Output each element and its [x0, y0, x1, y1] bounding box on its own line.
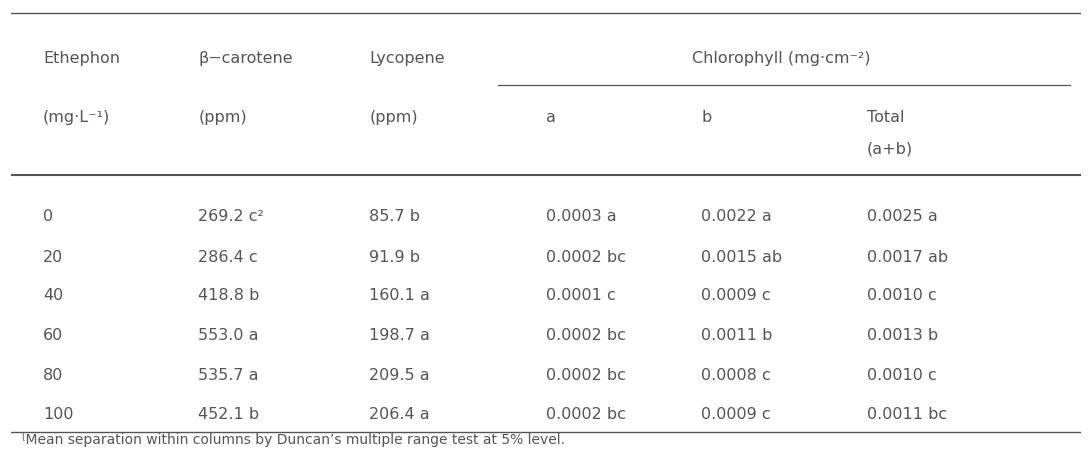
- Text: 0.0010 c: 0.0010 c: [867, 287, 937, 302]
- Text: (a+b): (a+b): [867, 141, 913, 156]
- Text: 0.0009 c: 0.0009 c: [701, 287, 771, 302]
- Text: ᶩMean separation within columns by Duncan’s multiple range test at 5% level.: ᶩMean separation within columns by Dunca…: [22, 432, 565, 446]
- Text: b: b: [701, 110, 711, 124]
- Text: 0.0002 bc: 0.0002 bc: [546, 249, 626, 264]
- Text: 209.5 a: 209.5 a: [369, 367, 430, 382]
- Text: 0.0010 c: 0.0010 c: [867, 367, 937, 382]
- Text: β−carotene: β−carotene: [198, 51, 293, 66]
- Text: 0.0001 c: 0.0001 c: [546, 287, 616, 302]
- Text: 452.1 b: 452.1 b: [198, 406, 259, 421]
- Text: 0.0009 c: 0.0009 c: [701, 406, 771, 421]
- Text: 535.7 a: 535.7 a: [198, 367, 259, 382]
- Text: 60: 60: [43, 328, 63, 343]
- Text: 0.0002 bc: 0.0002 bc: [546, 367, 626, 382]
- Text: 198.7 a: 198.7 a: [369, 328, 430, 343]
- Text: 0.0003 a: 0.0003 a: [546, 208, 617, 224]
- Text: Total: Total: [867, 110, 904, 124]
- Text: 0.0011 bc: 0.0011 bc: [867, 406, 947, 421]
- Text: 206.4 a: 206.4 a: [369, 406, 430, 421]
- Text: 0.0013 b: 0.0013 b: [867, 328, 938, 343]
- Text: 269.2 c²: 269.2 c²: [198, 208, 264, 224]
- Text: 0.0015 ab: 0.0015 ab: [701, 249, 782, 264]
- Text: 553.0 a: 553.0 a: [198, 328, 259, 343]
- Text: 80: 80: [43, 367, 63, 382]
- Text: 160.1 a: 160.1 a: [369, 287, 430, 302]
- Text: Lycopene: Lycopene: [369, 51, 446, 66]
- Text: 0.0008 c: 0.0008 c: [701, 367, 771, 382]
- Text: Chlorophyll (mg·cm⁻²): Chlorophyll (mg·cm⁻²): [692, 51, 870, 66]
- Text: 0.0017 ab: 0.0017 ab: [867, 249, 948, 264]
- Text: 20: 20: [43, 249, 63, 264]
- Text: 0.0002 bc: 0.0002 bc: [546, 328, 626, 343]
- Text: (ppm): (ppm): [369, 110, 418, 124]
- Text: 91.9 b: 91.9 b: [369, 249, 420, 264]
- Text: 418.8 b: 418.8 b: [198, 287, 260, 302]
- Text: 40: 40: [43, 287, 63, 302]
- Text: (mg·L⁻¹): (mg·L⁻¹): [43, 110, 110, 124]
- Text: 0.0022 a: 0.0022 a: [701, 208, 772, 224]
- Text: 100: 100: [43, 406, 73, 421]
- Text: a: a: [546, 110, 556, 124]
- Text: (ppm): (ppm): [198, 110, 247, 124]
- Text: 286.4 c: 286.4 c: [198, 249, 258, 264]
- Text: 0.0025 a: 0.0025 a: [867, 208, 938, 224]
- Text: Ethephon: Ethephon: [43, 51, 120, 66]
- Text: 0: 0: [43, 208, 54, 224]
- Text: 85.7 b: 85.7 b: [369, 208, 420, 224]
- Text: 0.0011 b: 0.0011 b: [701, 328, 772, 343]
- Text: 0.0002 bc: 0.0002 bc: [546, 406, 626, 421]
